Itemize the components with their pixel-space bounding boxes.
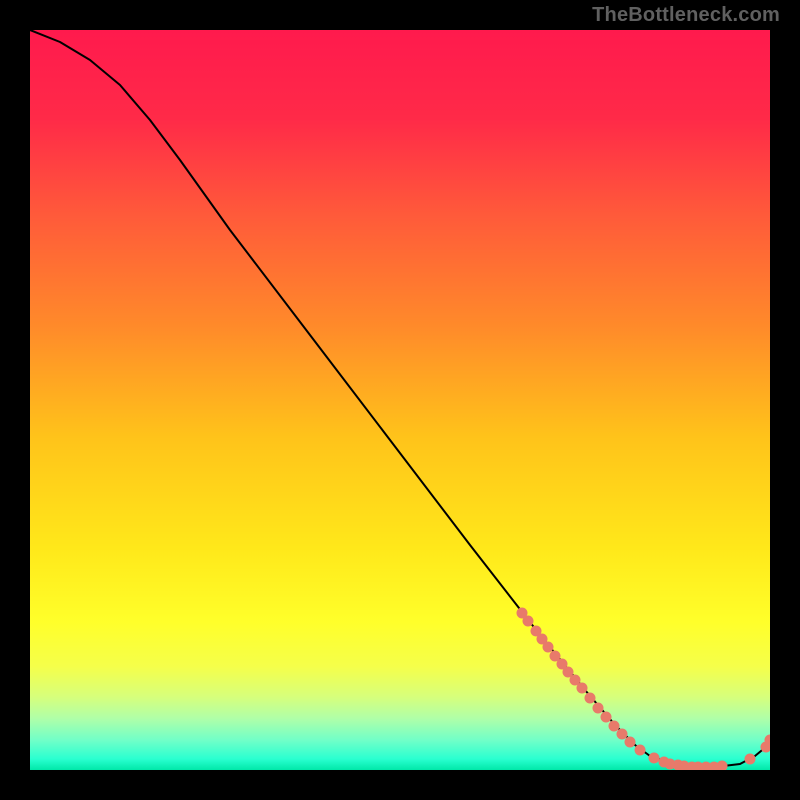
chart-container: [30, 30, 770, 770]
sample-marker: [523, 616, 534, 627]
sample-marker: [601, 712, 612, 723]
bottleneck-chart: [30, 30, 770, 770]
watermark-text: TheBottleneck.com: [592, 4, 780, 27]
sample-marker: [543, 642, 554, 653]
gradient-background: [30, 30, 770, 770]
sample-marker: [609, 721, 620, 732]
sample-marker: [649, 753, 660, 764]
sample-marker: [635, 745, 646, 756]
sample-marker: [625, 737, 636, 748]
sample-marker: [617, 729, 628, 740]
sample-marker: [585, 693, 596, 704]
sample-marker: [745, 754, 756, 765]
sample-marker: [593, 703, 604, 714]
sample-marker: [577, 683, 588, 694]
